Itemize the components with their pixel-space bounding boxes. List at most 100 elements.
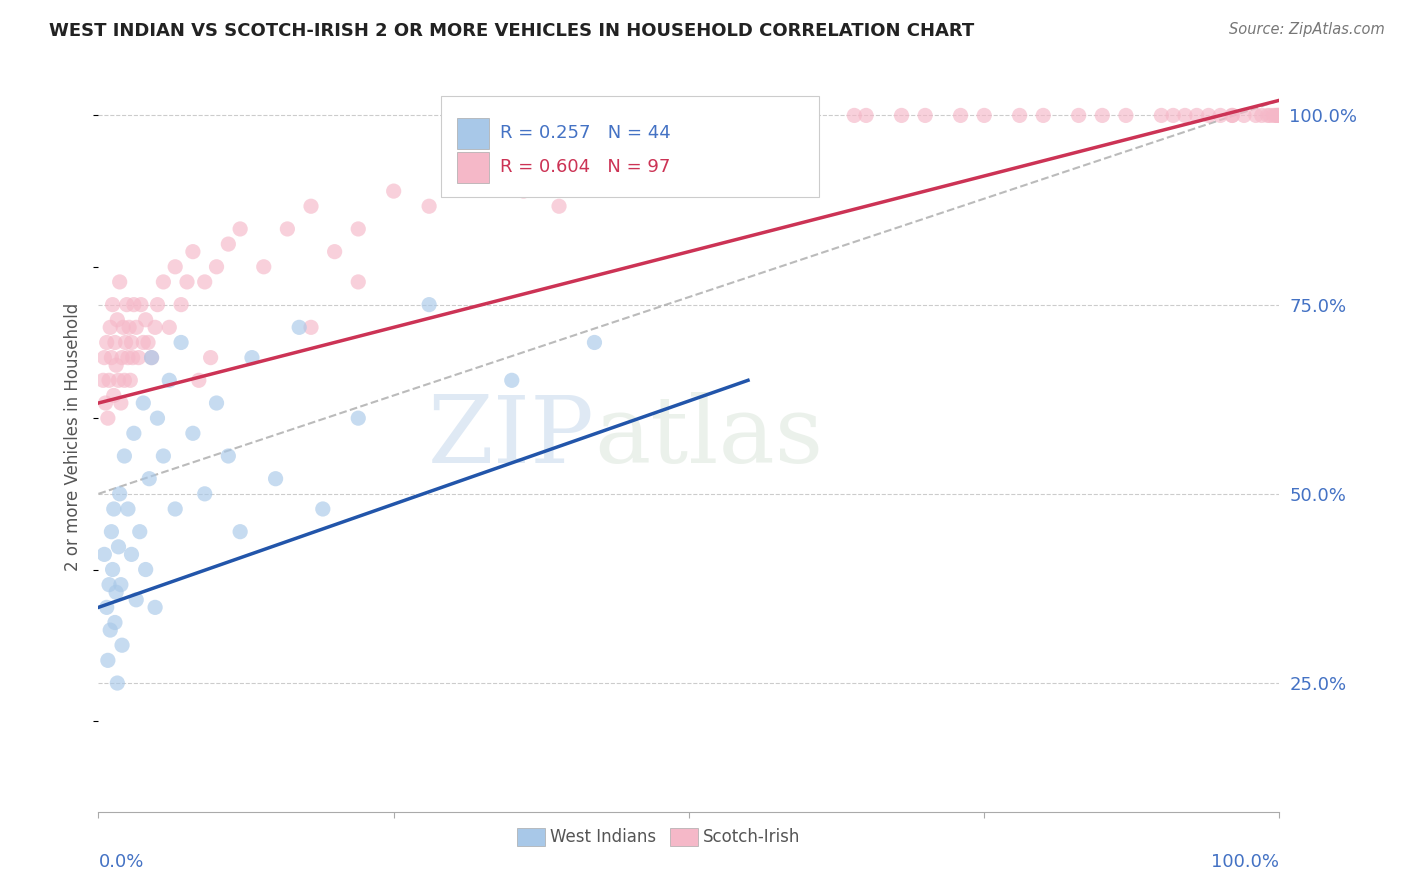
Point	[143, 600, 166, 615]
Point	[1267, 108, 1289, 122]
Point	[98, 623, 121, 637]
Point	[229, 222, 252, 236]
Point	[93, 548, 115, 562]
Point	[619, 161, 641, 176]
Point	[91, 373, 114, 387]
Point	[108, 487, 131, 501]
Point	[1244, 108, 1267, 122]
FancyBboxPatch shape	[671, 828, 699, 847]
Point	[181, 244, 204, 259]
Point	[135, 312, 157, 326]
Point	[152, 449, 174, 463]
Text: West Indians: West Indians	[550, 828, 655, 847]
Point	[122, 426, 145, 441]
Point	[112, 320, 135, 334]
Point	[678, 146, 700, 161]
Point	[117, 351, 139, 365]
Point	[347, 411, 370, 425]
Point	[128, 524, 150, 539]
Point	[1257, 108, 1279, 122]
Point	[135, 562, 157, 576]
Point	[229, 524, 252, 539]
Point	[103, 388, 125, 402]
Point	[1233, 108, 1256, 122]
Point	[111, 638, 134, 652]
Point	[105, 676, 128, 690]
Point	[1067, 108, 1090, 122]
Point	[138, 472, 160, 486]
Point	[194, 487, 217, 501]
Point	[288, 320, 311, 334]
Point	[205, 260, 228, 274]
Point	[96, 600, 118, 615]
Point	[1008, 108, 1031, 122]
Point	[1220, 108, 1243, 122]
Point	[973, 108, 995, 122]
Point	[855, 108, 877, 122]
Point	[105, 312, 128, 326]
Point	[1264, 108, 1286, 122]
Point	[1263, 108, 1285, 122]
Point	[1265, 108, 1288, 122]
Y-axis label: 2 or more Vehicles in Household: 2 or more Vehicles in Household	[65, 303, 83, 571]
FancyBboxPatch shape	[516, 828, 546, 847]
Point	[176, 275, 198, 289]
Point	[205, 396, 228, 410]
Point	[117, 502, 139, 516]
Point	[1032, 108, 1054, 122]
Text: WEST INDIAN VS SCOTCH-IRISH 2 OR MORE VEHICLES IN HOUSEHOLD CORRELATION CHART: WEST INDIAN VS SCOTCH-IRISH 2 OR MORE VE…	[49, 22, 974, 40]
Point	[217, 237, 239, 252]
Point	[1091, 108, 1114, 122]
Point	[630, 169, 652, 183]
Point	[217, 449, 239, 463]
Point	[104, 615, 127, 630]
Point	[194, 275, 217, 289]
Point	[128, 351, 150, 365]
Point	[97, 653, 120, 667]
Point	[112, 373, 135, 387]
Point	[100, 351, 122, 365]
Point	[165, 260, 187, 274]
Point	[187, 373, 209, 387]
Point	[132, 396, 155, 410]
Point	[122, 298, 145, 312]
Point	[560, 146, 582, 161]
Point	[105, 358, 128, 372]
Point	[1115, 108, 1137, 122]
FancyBboxPatch shape	[457, 118, 489, 149]
Point	[299, 199, 322, 213]
Point	[914, 108, 936, 122]
Point	[100, 524, 122, 539]
Text: ZIP: ZIP	[427, 392, 595, 482]
Point	[465, 169, 488, 183]
Point	[264, 472, 287, 486]
Point	[1174, 108, 1197, 122]
Point	[1198, 108, 1220, 122]
Point	[512, 184, 534, 198]
Text: 100.0%: 100.0%	[1212, 853, 1279, 871]
Point	[107, 540, 129, 554]
Point	[96, 335, 118, 350]
Point	[181, 426, 204, 441]
Point	[583, 335, 606, 350]
Point	[170, 298, 193, 312]
Point	[737, 131, 759, 145]
Point	[1258, 108, 1281, 122]
Point	[104, 335, 127, 350]
Point	[108, 275, 131, 289]
Point	[1250, 108, 1272, 122]
Point	[101, 562, 124, 576]
Point	[110, 396, 132, 410]
Point	[299, 320, 322, 334]
Point	[1209, 108, 1232, 122]
Text: Source: ZipAtlas.com: Source: ZipAtlas.com	[1229, 22, 1385, 37]
Text: atlas: atlas	[595, 392, 824, 482]
Point	[501, 373, 523, 387]
Point	[1220, 108, 1243, 122]
Point	[112, 449, 135, 463]
FancyBboxPatch shape	[441, 96, 818, 197]
Point	[125, 320, 148, 334]
Point	[110, 577, 132, 591]
Point	[1150, 108, 1173, 122]
Point	[146, 411, 169, 425]
